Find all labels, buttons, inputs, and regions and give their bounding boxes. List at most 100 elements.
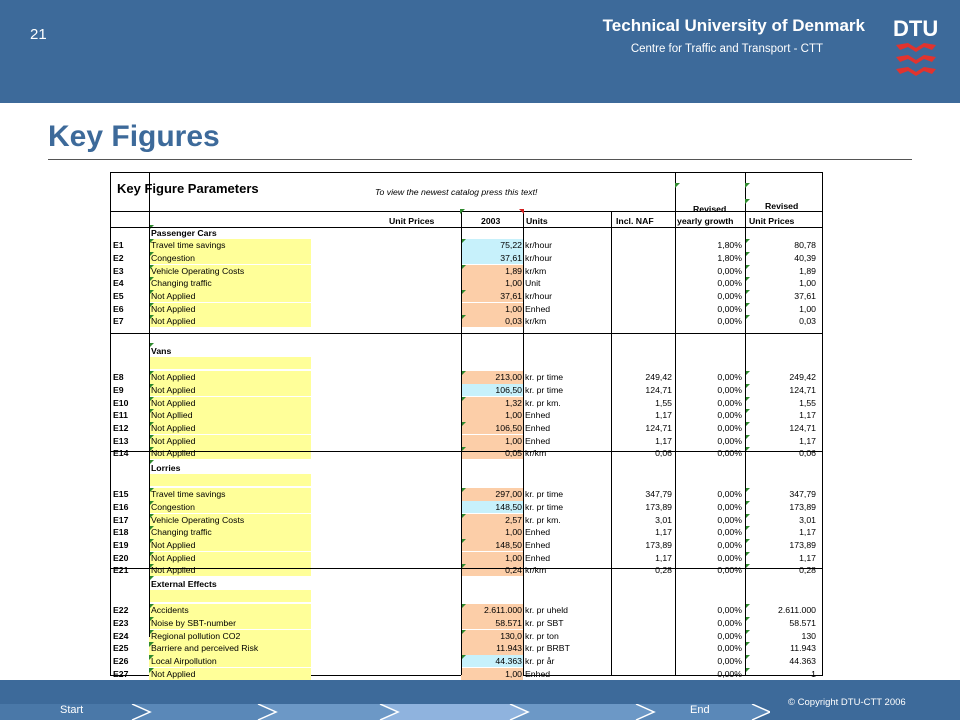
row-yearly-growth: 0,00%	[717, 617, 742, 628]
comment-marker-icon	[460, 209, 465, 214]
row-unit-price: 58.571	[461, 616, 523, 630]
comment-marker-icon	[149, 302, 154, 308]
comment-marker-icon	[461, 239, 466, 245]
comment-marker-icon	[461, 604, 466, 610]
comment-marker-icon	[745, 302, 750, 308]
section-spacer	[149, 474, 311, 487]
comment-marker-icon	[745, 396, 750, 402]
comment-marker-icon	[149, 526, 154, 532]
comment-marker-icon	[519, 209, 524, 214]
row-unit-price: 213,00	[461, 371, 523, 384]
row-yearly-growth: 0,00%	[717, 565, 742, 576]
row-name: Not Applied	[149, 421, 311, 435]
comment-marker-icon	[149, 667, 154, 673]
comment-marker-icon	[149, 500, 154, 506]
comment-marker-icon	[149, 409, 154, 415]
row-id: E27	[113, 668, 129, 679]
section-spacer	[149, 590, 311, 603]
row-units: kr. pr time	[525, 489, 564, 500]
section-title: External Effects	[151, 579, 217, 589]
row-incl-naf	[611, 630, 675, 642]
row-unit-price: 75,22	[461, 239, 523, 252]
comment-marker-icon	[745, 488, 750, 494]
row-yearly-growth: 0,00%	[717, 278, 742, 289]
spreadsheet-table: Key Figure Parameters To view the newest…	[110, 172, 823, 680]
row-units: Unit	[525, 278, 541, 289]
row-name: Congestion	[149, 251, 311, 265]
row-name: Changing traffic	[149, 277, 311, 290]
row-id: E20	[113, 552, 129, 563]
row-id: E4	[113, 278, 124, 289]
row-yearly-growth: 0,00%	[717, 435, 742, 446]
row-name: Not Applied	[149, 315, 311, 328]
row-revised-price: 2.611.000	[777, 605, 816, 616]
row-incl-naf: 3,01	[655, 514, 672, 525]
row-yearly-growth: 0,00%	[717, 514, 742, 525]
comment-marker-icon	[149, 239, 154, 245]
row-unit-price: 297,00	[461, 488, 523, 501]
comment-marker-icon	[745, 239, 750, 245]
page-title: Key Figures	[48, 120, 220, 153]
row-id: E25	[113, 643, 129, 654]
row-id: E6	[113, 303, 124, 314]
comment-marker-icon	[745, 277, 750, 283]
row-name: Barriere and perceived Risk	[149, 642, 311, 655]
row-id: E7	[113, 316, 124, 327]
row-units: Enhed	[525, 435, 551, 446]
row-units: kr. pr km.	[525, 514, 561, 525]
sheet-title: Key Figure Parameters	[117, 181, 259, 196]
comment-marker-icon	[745, 199, 750, 204]
col-header-revised-price: Revised	[765, 201, 799, 211]
comment-marker-icon	[149, 343, 154, 348]
row-unit-price: 106,50	[461, 383, 523, 397]
row-unit-price: 1,00	[461, 526, 523, 539]
row-name: Vehicle Operating Costs	[149, 264, 311, 277]
row-unit-price: 1,00	[461, 409, 523, 422]
comment-marker-icon	[149, 289, 154, 295]
row-yearly-growth: 0,00%	[717, 489, 742, 500]
nav-segment-6	[636, 704, 770, 720]
comment-marker-icon	[149, 538, 154, 544]
comment-marker-icon	[149, 604, 154, 610]
row-id: E14	[113, 448, 129, 459]
row-name: Not Applied	[149, 667, 311, 680]
row-yearly-growth: 0,00%	[717, 630, 742, 641]
row-yearly-growth: 0,00%	[717, 539, 742, 550]
nav-end-button[interactable]: End	[690, 704, 710, 716]
row-units: kr/km	[525, 448, 547, 459]
catalog-link[interactable]: To view the newest catalog press this te…	[375, 187, 538, 197]
row-name: Not Apllied	[149, 409, 311, 422]
row-yearly-growth: 0,00%	[717, 397, 742, 408]
row-incl-naf: 0,28	[655, 565, 672, 576]
row-incl-naf: 249,42	[645, 372, 672, 383]
row-revised-price: 37,61	[794, 290, 816, 301]
comment-marker-icon	[745, 447, 750, 453]
row-id: E21	[113, 565, 129, 576]
slide-number: 21	[30, 26, 47, 43]
section-divider	[111, 333, 822, 334]
grid-line	[611, 211, 612, 675]
comment-marker-icon	[675, 183, 680, 188]
comment-marker-icon	[745, 383, 750, 389]
nav-segment-5	[510, 704, 654, 720]
row-name: Not Applied	[149, 447, 311, 460]
row-id: E23	[113, 617, 129, 628]
row-unit-price: 37,61	[461, 289, 523, 303]
comment-marker-icon	[149, 513, 154, 519]
nav-start-button[interactable]: Start	[60, 704, 84, 716]
row-revised-price: 347,79	[789, 489, 816, 500]
comment-marker-icon	[745, 654, 750, 660]
comment-marker-icon	[745, 538, 750, 544]
row-revised-price: 1,55	[799, 397, 816, 408]
row-unit-price: 1,00	[461, 667, 523, 680]
row-revised-price: 44.363	[789, 655, 816, 666]
row-revised-price: 0,03	[799, 316, 816, 327]
grid-line	[523, 211, 524, 675]
row-unit-price: 44.363	[461, 654, 523, 668]
university-name: Technical University of Denmark	[602, 16, 865, 35]
row-name: Not Applied	[149, 564, 311, 577]
section-title: Vans	[151, 346, 172, 356]
comment-marker-icon	[149, 654, 154, 660]
row-revised-price: 124,71	[789, 422, 816, 433]
grid-line	[149, 173, 150, 637]
